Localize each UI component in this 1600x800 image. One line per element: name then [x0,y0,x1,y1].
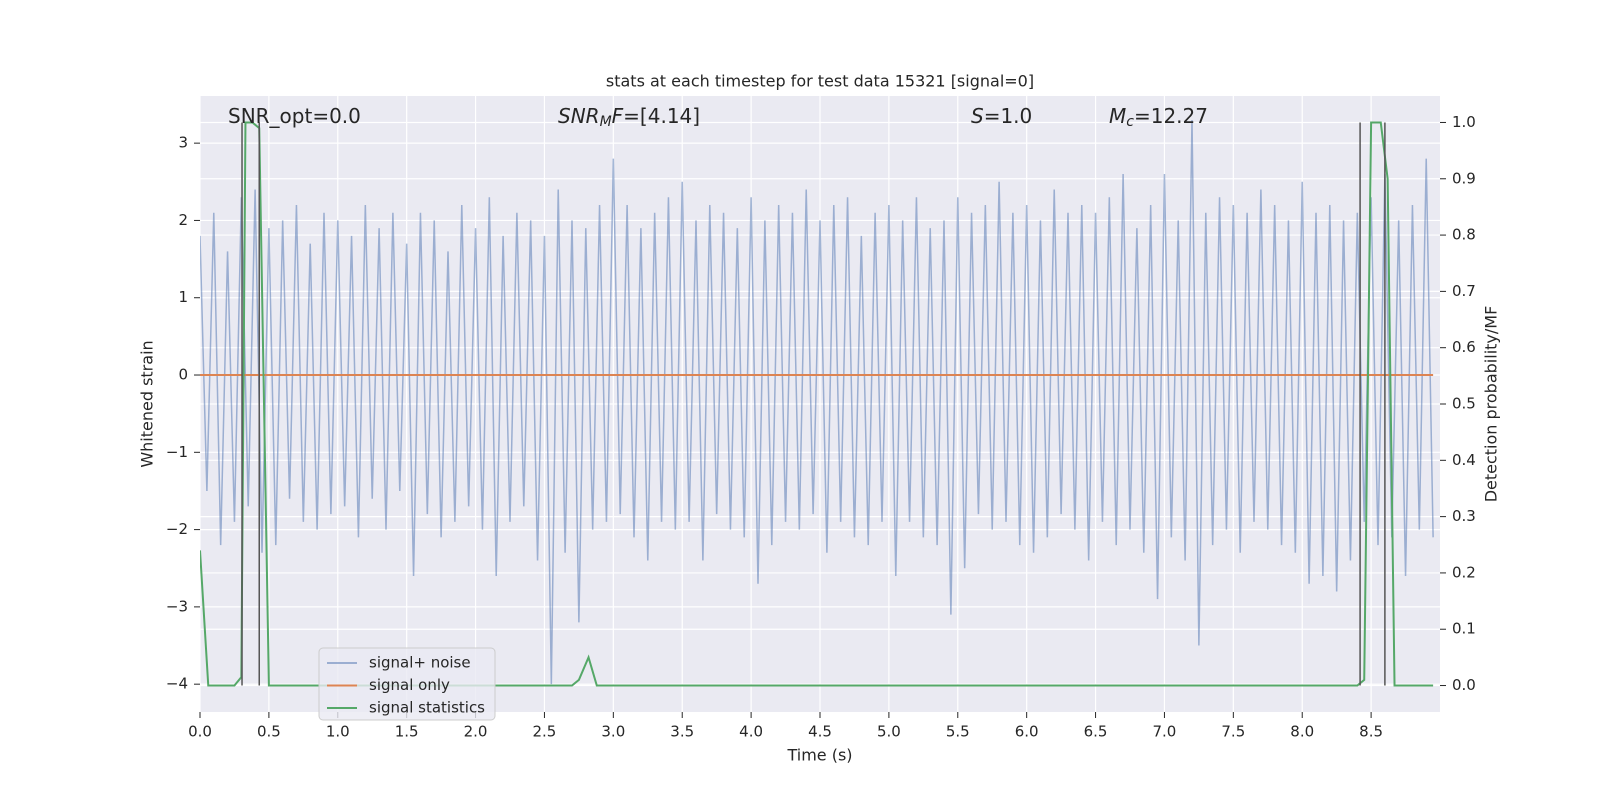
legend-box [318,647,496,721]
y2-tick-label: 0.9 [1452,169,1476,187]
y-tick-label: −4 [166,675,188,693]
y-tick-label: −3 [166,597,188,615]
annotation: SNR_opt=0.0 [228,104,361,128]
annotation: S=1.0 [971,104,1032,128]
annotation-part: SNR_opt=0.0 [228,104,361,128]
annotation-part: =1.0 [984,104,1033,128]
x-tick-label: 7.0 [1153,723,1177,741]
x-tick-label: 1.0 [326,723,350,741]
y-tick-label: −2 [166,520,188,538]
legend-label: signal only [369,676,450,694]
annotation-part: =12.27 [1134,104,1208,128]
x-tick-label: 0.5 [257,723,281,741]
y2-axis-label: Detection probability/MF [1482,306,1501,503]
legend-label: signal statistics [369,699,485,717]
annotation-part: M [600,114,612,130]
y2-tick-label: 0.7 [1452,282,1476,300]
x-tick-label: 5.0 [877,723,901,741]
y2-tick-label: 0.3 [1452,507,1476,525]
y-tick-label: −1 [166,443,188,461]
x-tick-label: 2.0 [464,723,488,741]
y2-tick-label: 0.0 [1452,676,1476,694]
y2-tick-label: 0.4 [1452,451,1476,469]
x-tick-label: 6.0 [1015,723,1039,741]
annotation-part: c [1126,114,1134,130]
y-tick-label: 2 [178,211,188,229]
y2-tick-label: 0.8 [1452,226,1476,244]
annotation-part: SNR [558,104,600,128]
annotation: Mc=12.27 [1109,104,1208,131]
y-tick-label: 3 [178,134,188,152]
annotation: SNRMF=[4.14] [558,104,700,131]
y2-tick-label: 1.0 [1452,113,1476,131]
series-line [200,119,1434,685]
annotation-part: M [1109,104,1126,128]
x-axis-label: Time (s) [786,746,852,765]
x-tick-label: 8.0 [1290,723,1314,741]
x-tick-label: 7.5 [1221,723,1245,741]
legend: signal+ noise signal only signal statistic… [318,647,496,721]
annotation-part: =[4.14] [623,104,700,128]
y2-tick-label: 0.1 [1452,620,1476,638]
y2-tick-label: 0.5 [1452,395,1476,413]
y2-tick-label: 0.6 [1452,338,1476,356]
chart-title: stats at each timestep for test data 153… [606,72,1034,91]
x-tick-label: 3.5 [670,723,694,741]
x-tick-label: 3.0 [601,723,625,741]
y-tick-label: 0 [178,366,188,384]
x-tick-label: 4.5 [808,723,832,741]
x-tick-label: 6.5 [1084,723,1108,741]
x-tick-label: 4.0 [739,723,763,741]
y2-tick-label: 0.2 [1452,563,1476,581]
y-tick-label: 1 [178,288,188,306]
plot-content [200,119,1434,687]
x-tick-label: 2.5 [533,723,557,741]
x-tick-label: 8.5 [1359,723,1383,741]
x-tick-label: 5.5 [946,723,970,741]
legend-label: signal+ noise [369,654,471,672]
annotation-part: F [612,104,624,128]
annotation-part: S [971,104,984,128]
y-axis-label: Whitened strain [138,340,157,467]
x-tick-label: 0.0 [188,723,212,741]
x-tick-label: 1.5 [395,723,419,741]
